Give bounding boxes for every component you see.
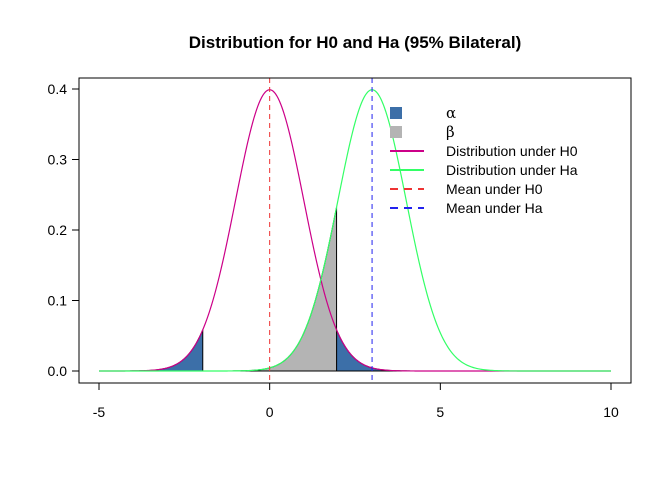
shaded-region-0-1 [336, 329, 611, 372]
legend-swatch-0 [390, 107, 402, 119]
legend-label-3: Distribution under Ha [446, 162, 578, 178]
legend-label-1: β [446, 123, 455, 141]
y-tick-label-2: 0.2 [48, 222, 68, 238]
legend-label-2: Distribution under H0 [446, 143, 578, 159]
axes: -5 0 5 10 0.0 0.1 0.2 0.3 0.4 [48, 77, 632, 420]
x-tick-label-2: 5 [436, 404, 444, 420]
x-tick-label-0: -5 [93, 404, 106, 420]
y-tick-label-1: 0.1 [48, 293, 68, 309]
legend-label-0: α [446, 104, 456, 122]
legend-swatch-1 [390, 126, 402, 138]
legend-label-4: Mean under H0 [446, 181, 543, 197]
series-line-1 [99, 89, 611, 372]
chart-title: Distribution for H0 and Ha (95% Bilatera… [189, 33, 522, 52]
plot-area [99, 78, 611, 383]
x-tick-label-3: 10 [603, 404, 619, 420]
legend: αβ Distribution under H0 Distribution unde… [390, 104, 578, 216]
y-tick-label-3: 0.3 [48, 152, 68, 168]
shaded-region-0-0 [99, 329, 204, 372]
x-tick-label-1: 0 [266, 404, 274, 420]
series-line-0 [99, 89, 611, 372]
y-tick-label-0: 0.0 [48, 363, 68, 379]
shaded-region-1-0 [99, 207, 338, 372]
y-tick-label-4: 0.4 [48, 81, 68, 97]
legend-label-5: Mean under Ha [446, 200, 543, 216]
